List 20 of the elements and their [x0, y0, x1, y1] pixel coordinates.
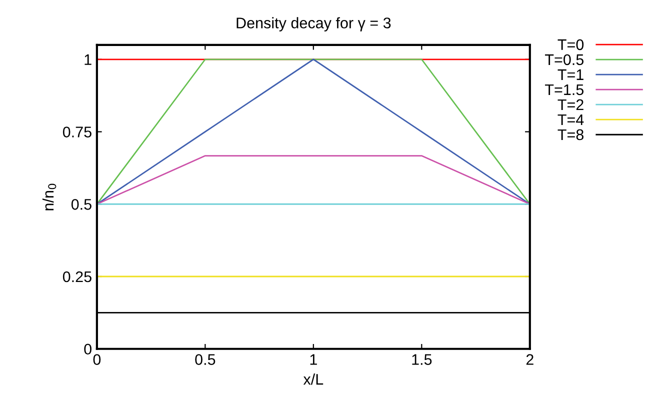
- y-tick-label: 0.25: [62, 271, 92, 282]
- legend-label: T=0.5: [545, 54, 584, 66]
- y-tick-label: 1: [84, 54, 92, 65]
- legend-label: T=1.5: [545, 84, 584, 96]
- x-tick-label: 0: [93, 354, 101, 365]
- legend-label: T=0: [558, 39, 584, 50]
- legend-label: T=1: [558, 69, 584, 80]
- x-tick-label: 1.5: [412, 354, 432, 365]
- chart-title: Density decay for γ = 3: [236, 17, 391, 32]
- x-tick-label: 1: [310, 354, 317, 365]
- x-tick-label: 2: [526, 354, 534, 365]
- x-axis-title: x/L: [303, 374, 324, 385]
- y-tick-label: 0.75: [62, 126, 92, 138]
- y-tick-label: 0.5: [71, 198, 92, 210]
- legend-label: T=2: [558, 99, 584, 110]
- x-tick-label: 0.5: [195, 354, 216, 365]
- y-tick-label: 0: [84, 344, 92, 355]
- legend-label: T=4: [558, 114, 584, 125]
- legend-label: T=8: [558, 129, 584, 140]
- y-axis-title: n/n$_{0}$: [42, 184, 56, 210]
